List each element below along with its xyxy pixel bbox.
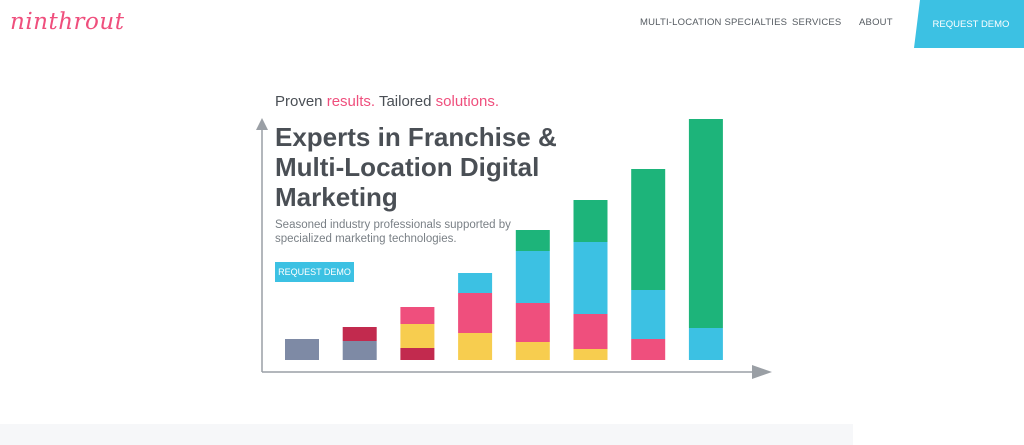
y-axis-arrow bbox=[256, 118, 268, 130]
bar-3-segment-3 bbox=[400, 307, 435, 324]
request-demo-button-header[interactable]: REQUEST DEMO bbox=[914, 0, 1024, 48]
bar-7-segment-2 bbox=[631, 290, 666, 339]
site-header: ninthrout MULTI-LOCATION SPECIALTIES SER… bbox=[0, 0, 1024, 48]
bar-5-segment-2 bbox=[515, 303, 550, 342]
x-axis-arrow bbox=[752, 365, 772, 379]
tagline-word-1: Proven bbox=[275, 93, 327, 110]
bar-2-segment-2 bbox=[342, 327, 377, 341]
bar-4-segment-1 bbox=[458, 333, 493, 360]
bar-4-segment-2 bbox=[458, 293, 493, 333]
request-demo-button-hero[interactable]: REQUEST DEMO bbox=[275, 262, 354, 282]
bar-7-segment-1 bbox=[631, 339, 666, 360]
bar-6-segment-3 bbox=[573, 242, 608, 314]
bar-1-segment-1 bbox=[285, 339, 319, 360]
bar-7-segment-3 bbox=[631, 169, 666, 290]
tagline-highlight-results: results. bbox=[326, 93, 376, 110]
bar-4-segment-3 bbox=[458, 273, 493, 293]
hero-tagline: Proven results. Tailored solutions. bbox=[275, 93, 499, 110]
bar-8-segment-1 bbox=[688, 328, 723, 360]
bar-6-segment-1 bbox=[573, 349, 608, 360]
nav-about[interactable]: ABOUT bbox=[859, 17, 893, 28]
hero-headline: Experts in Franchise & Multi-Location Di… bbox=[275, 122, 557, 212]
bar-5-segment-3 bbox=[515, 251, 550, 303]
bar-3-segment-2 bbox=[400, 324, 435, 348]
nav-services[interactable]: SERVICES bbox=[792, 17, 842, 28]
bar-5-segment-1 bbox=[515, 342, 550, 360]
tagline-highlight-solutions: solutions. bbox=[435, 93, 500, 110]
tagline-word-2: Tailored bbox=[375, 93, 436, 110]
next-section-band bbox=[0, 424, 853, 445]
hero-subtext: Seasoned industry professionals supporte… bbox=[275, 219, 511, 245]
nav-multi-location-specialties[interactable]: MULTI-LOCATION SPECIALTIES bbox=[640, 17, 788, 28]
bar-2-segment-1 bbox=[342, 341, 377, 360]
bar-3-segment-1 bbox=[400, 348, 435, 360]
bar-6-segment-2 bbox=[573, 314, 608, 349]
brand-logo[interactable]: ninthrout bbox=[10, 9, 125, 35]
bar-8-segment-2 bbox=[688, 119, 723, 328]
